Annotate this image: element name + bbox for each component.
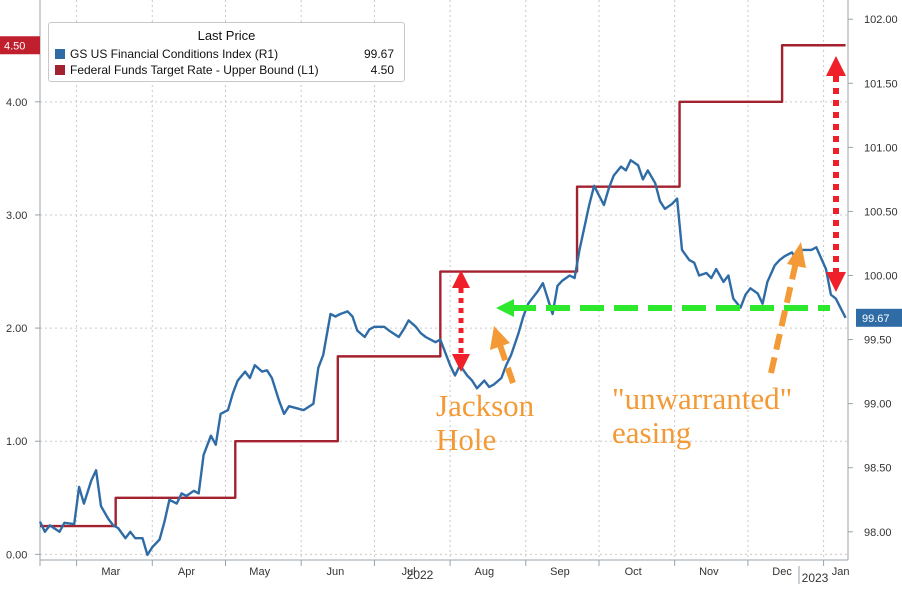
x-tick-label: Jun — [326, 566, 344, 578]
last-value-tags: 4.50 99.67 — [0, 36, 902, 327]
x-axis-ticks: Mar Apr May Jun Jul Aug Sep Oct Nov Dec Jan 2022 202… — [76, 560, 850, 585]
right-tick-label: 99.00 — [864, 399, 892, 411]
left-axis-ticks: 0.00 1.00 2.00 3.00 4.00 — [6, 97, 40, 561]
series-line — [38, 159, 847, 557]
right-tick-label: 98.50 — [864, 463, 892, 475]
x-tick-label: Aug — [474, 566, 494, 578]
left-tick-label: 3.00 — [6, 210, 27, 222]
x-tick-label: Jul — [402, 566, 416, 578]
legend-entry-fed-funds: Federal Funds Target Rate - Upper Bound … — [55, 62, 394, 78]
legend-header: Last Price — [197, 28, 256, 43]
right-tick-label: 100.50 — [864, 206, 898, 218]
red-arrowhead-down-jackson — [452, 354, 470, 372]
annotation-text-line: Jackson — [436, 388, 535, 423]
right-last-value-tag — [856, 308, 902, 327]
green-arrowhead — [496, 299, 514, 317]
legend-entry-last: 99.67 — [363, 47, 394, 61]
series-layer — [38, 44, 847, 557]
right-axis-ticks: 98.00 98.50 99.00 99.50 100.00 100.50 101.00 10… — [848, 14, 898, 539]
right-tick-label: 101.50 — [864, 78, 898, 90]
red-arrowhead-down-right — [826, 272, 846, 292]
x-year-label: 2022 — [407, 568, 434, 582]
annotation-line: Jackson Hole — [436, 389, 534, 457]
right-last-value-label: 99.67 — [862, 313, 890, 325]
right-tick-label: 100.00 — [864, 271, 898, 283]
legend-entry-name: GS US Financial Conditions Index (R1) — [70, 47, 279, 61]
annotation-line: "unwarranted" easing — [612, 382, 792, 450]
red-arrowhead-up-jackson — [452, 270, 470, 288]
left-tick-label: 4.00 — [6, 97, 27, 109]
left-tick-label: 1.00 — [6, 436, 27, 448]
orange-arrowhead-easing — [787, 242, 806, 268]
gridlines — [39, 0, 848, 566]
x-tick-label: Oct — [625, 566, 642, 578]
x-tick-label: Jan — [832, 566, 850, 578]
x-tick-label: Sep — [550, 566, 570, 578]
x-tick-label: Dec — [772, 566, 792, 578]
x-year-label: 2023 — [802, 571, 829, 584]
legend-entry-last: 4.50 — [370, 63, 394, 77]
annotation-jackson-hole: Jackson Hole — [436, 389, 534, 457]
x-tick-label: May — [249, 566, 270, 578]
legend-swatch-red — [55, 65, 65, 75]
annotation-text-line: easing — [612, 415, 692, 450]
right-tick-label: 99.50 — [864, 335, 892, 347]
left-tick-label: 2.00 — [6, 323, 27, 335]
right-tick-label: 98.00 — [864, 527, 892, 539]
annotation-unwarranted-easing: "unwarranted" easing — [612, 382, 792, 450]
annotation-arrows — [452, 56, 846, 384]
annotation-text-line: Hole — [436, 422, 497, 457]
left-last-value-tag — [0, 36, 40, 55]
legend-swatch-blue — [55, 49, 65, 59]
x-tick-label: Mar — [101, 566, 120, 578]
annotation-text-line: "unwarranted" — [612, 381, 793, 416]
right-tick-label: 102.00 — [864, 14, 898, 26]
left-last-value-label: 4.50 — [4, 40, 25, 52]
x-tick-label: Apr — [178, 566, 195, 578]
series-line — [40, 44, 846, 528]
legend: Last Price GS US Financial Conditions In… — [48, 22, 405, 82]
left-tick-label: 0.00 — [6, 549, 27, 561]
red-arrowhead-up-right — [826, 56, 846, 76]
x-tick-label: Nov — [699, 566, 719, 578]
legend-entry-name: Federal Funds Target Rate - Upper Bound … — [70, 63, 319, 77]
plot-background — [40, 0, 848, 560]
orange-dashed-arrow-jackson — [497, 344, 516, 384]
legend-entry-gs-fci: GS US Financial Conditions Index (R1) 99… — [55, 46, 394, 62]
right-tick-label: 101.00 — [864, 142, 898, 154]
orange-dashed-arrow-easing — [768, 261, 799, 374]
orange-arrowhead-jackson — [490, 326, 510, 350]
